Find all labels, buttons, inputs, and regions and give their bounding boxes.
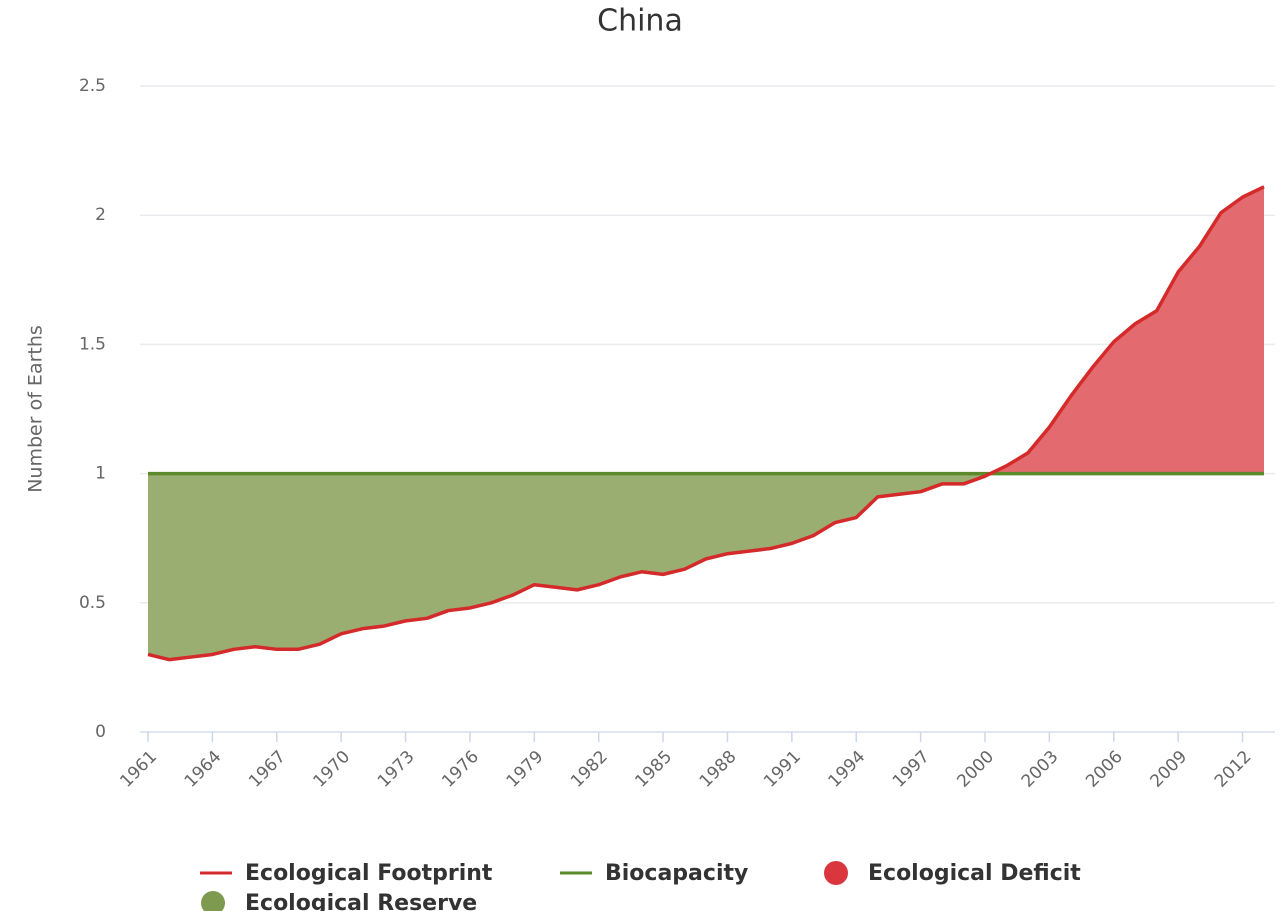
x-tick-label: 2000 xyxy=(953,747,998,792)
y-tick-label: 0 xyxy=(95,722,106,742)
x-tick-label: 1985 xyxy=(631,747,676,792)
series-line xyxy=(147,185,1265,662)
legend-label: Ecological Reserve xyxy=(245,891,477,911)
legend-symbol xyxy=(201,891,225,911)
y-axis-label: Number of Earths xyxy=(25,325,47,493)
y-tick-label: 2.5 xyxy=(79,76,106,96)
y-tick-label: 2 xyxy=(95,205,106,225)
chart-title: China xyxy=(597,4,683,39)
x-tick-label: 1979 xyxy=(503,747,548,792)
y-tick-label: 0.5 xyxy=(79,593,106,613)
legend-label: Ecological Footprint xyxy=(245,861,493,886)
x-tick-label: 1994 xyxy=(825,747,870,792)
x-tick-label: 1997 xyxy=(889,747,934,792)
x-tick-label: 2009 xyxy=(1146,747,1191,792)
x-tick-label: 1973 xyxy=(374,747,419,792)
x-tick-label: 1961 xyxy=(116,747,161,792)
x-tick-label: 1970 xyxy=(309,747,354,792)
x-tick-label: 2012 xyxy=(1211,747,1256,792)
x-tick-label: 2003 xyxy=(1018,747,1063,792)
y-tick-label: 1 xyxy=(95,464,106,484)
x-tick-label: 1982 xyxy=(567,747,612,792)
x-tick-label: 1964 xyxy=(181,747,226,792)
legend-symbol xyxy=(824,861,848,885)
x-tick-label: 1976 xyxy=(438,747,483,792)
x-tick-label: 1991 xyxy=(760,747,805,792)
x-tick-label: 1967 xyxy=(245,747,290,792)
reserve-area xyxy=(148,473,1264,660)
legend-label: Biocapacity xyxy=(605,861,748,886)
x-tick-label: 1988 xyxy=(696,747,741,792)
legend-label: Ecological Deficit xyxy=(868,861,1081,886)
x-tick-label: 2006 xyxy=(1082,747,1127,792)
y-tick-label: 1.5 xyxy=(79,334,106,354)
